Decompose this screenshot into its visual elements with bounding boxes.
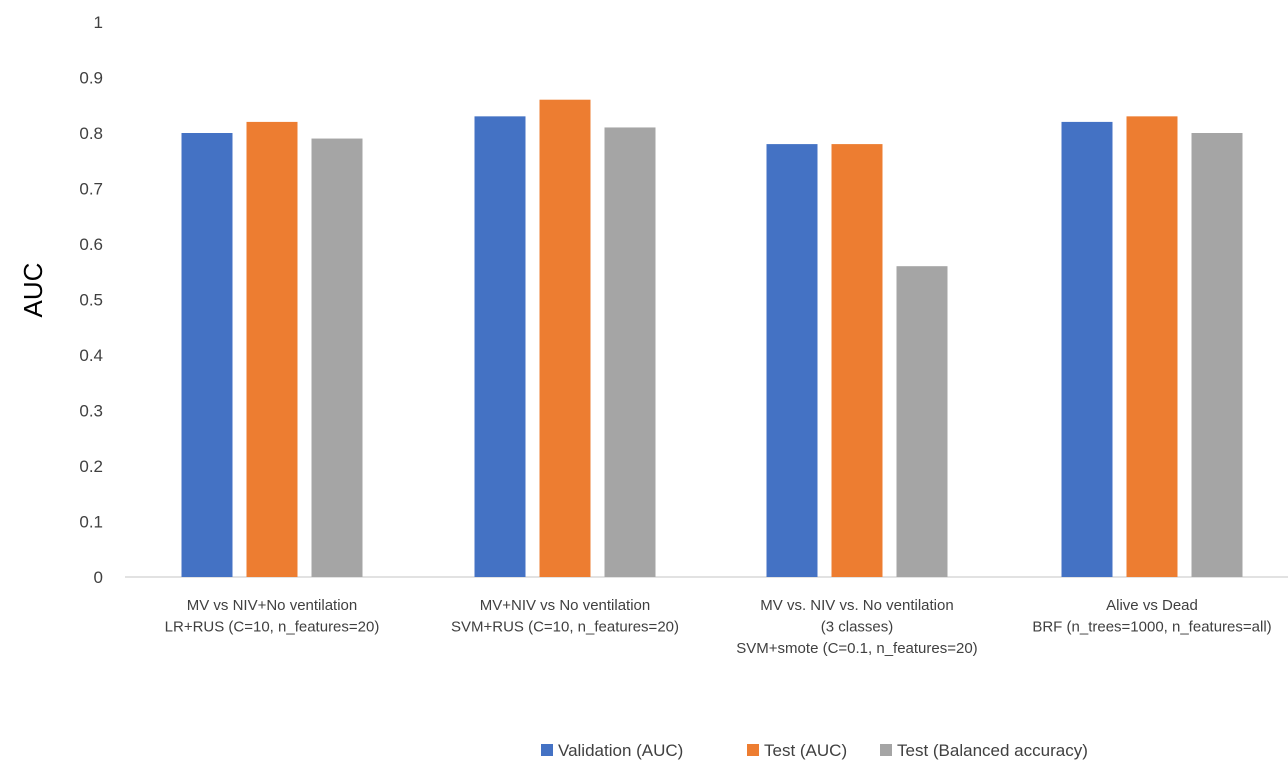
- bar-test-balanced-accuracy: [604, 127, 656, 577]
- y-tick-label: 0.5: [79, 291, 103, 310]
- bar-validation-auc: [766, 144, 818, 577]
- y-tick-labels: 0 0.1 0.2 0.3 0.4 0.5 0.6 0.7 0.8 0.9 1: [79, 13, 103, 587]
- bar-validation-auc: [181, 133, 233, 577]
- bar-test-auc: [539, 99, 591, 577]
- category-label: MV+NIV vs No ventilation: [480, 597, 651, 614]
- y-axis-title-group: AUC: [18, 263, 48, 318]
- category-label: SVM+RUS (C=10, n_features=20): [451, 619, 679, 636]
- category-label: Alive vs Dead: [1106, 597, 1198, 614]
- bar-validation-auc: [1061, 121, 1113, 578]
- bar-test-auc: [1126, 116, 1178, 577]
- bar-test-balanced-accuracy: [311, 138, 363, 578]
- bars: [181, 99, 1243, 578]
- bar-test-auc: [246, 121, 298, 578]
- category-label: (3 classes): [821, 619, 894, 636]
- category-label: BRF (n_trees=1000, n_features=all): [1032, 619, 1271, 636]
- legend-swatch: [880, 744, 892, 756]
- y-axis-title: AUC: [18, 263, 48, 318]
- y-tick-label: 0.9: [79, 69, 103, 88]
- y-tick-label: 0.8: [79, 124, 103, 143]
- y-tick-label: 0.2: [79, 457, 103, 476]
- legend-swatch: [747, 744, 759, 756]
- y-tick-label: 0.6: [79, 235, 103, 254]
- y-tick-label: 1: [94, 13, 103, 32]
- y-tick-label: 0.1: [79, 513, 103, 532]
- category-label: MV vs. NIV vs. No ventilation: [760, 597, 953, 614]
- category-labels: MV vs NIV+No ventilation LR+RUS (C=10, n_…: [165, 597, 1272, 657]
- bar-test-balanced-accuracy: [1191, 133, 1243, 577]
- legend-swatch: [541, 744, 553, 756]
- y-tick-label: 0: [94, 568, 103, 587]
- y-tick-label: 0.7: [79, 180, 103, 199]
- legend-label: Test (AUC): [764, 741, 847, 760]
- y-tick-label: 0.3: [79, 402, 103, 421]
- bar-validation-auc: [474, 116, 526, 577]
- category-label: MV vs NIV+No ventilation: [187, 597, 358, 614]
- category-label: SVM+smote (C=0.1, n_features=20): [736, 640, 977, 657]
- bar-test-auc: [831, 144, 883, 577]
- legend-label: Validation (AUC): [558, 741, 683, 760]
- legend: Validation (AUC) Test (AUC) Test (Balanced…: [541, 741, 1088, 760]
- category-label: LR+RUS (C=10, n_features=20): [165, 619, 380, 636]
- bar-test-balanced-accuracy: [896, 266, 948, 577]
- y-tick-label: 0.4: [79, 346, 103, 365]
- legend-label: Test (Balanced accuracy): [897, 741, 1088, 760]
